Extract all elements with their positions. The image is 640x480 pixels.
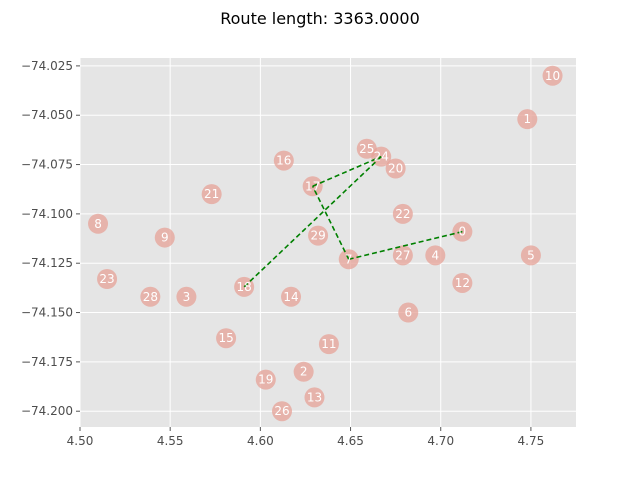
city-point-12	[452, 272, 473, 293]
x-axis: 4.50 4.55 4.60 4.65 4.70 4.75	[67, 427, 545, 448]
city-point-27	[392, 245, 413, 266]
city-label-5: 5	[527, 248, 535, 262]
city-point-10	[542, 65, 563, 86]
city-label-28: 28	[143, 290, 158, 304]
city-point-23	[97, 269, 118, 290]
city-label-29: 29	[310, 229, 325, 243]
city-label-16: 16	[276, 154, 291, 168]
city-label-2: 2	[300, 365, 308, 379]
plot-area	[80, 58, 576, 427]
city-label-10: 10	[545, 69, 560, 83]
city-label-17: 17	[305, 179, 320, 193]
city-label-3: 3	[183, 290, 191, 304]
x-tick-label: 4.75	[518, 434, 545, 448]
y-tick-label: −74.075	[21, 158, 73, 172]
city-label-26: 26	[274, 404, 289, 418]
city-point-15	[216, 328, 237, 349]
city-point-25	[356, 138, 377, 159]
y-tick-label: −74.050	[21, 108, 73, 122]
city-label-9: 9	[161, 231, 169, 245]
city-label-0: 0	[459, 225, 467, 239]
city-point-8	[88, 213, 109, 234]
route-segment	[312, 155, 382, 187]
city-point-20	[385, 158, 406, 179]
x-tick-label: 4.65	[337, 434, 364, 448]
city-point-22	[392, 203, 413, 224]
city-label-21: 21	[204, 187, 219, 201]
city-point-28	[140, 286, 161, 307]
city-point-18	[234, 276, 255, 297]
city-point-4	[425, 245, 446, 266]
y-tick-label: −74.125	[21, 256, 73, 270]
city-point-19	[255, 369, 276, 390]
city-label-7: 7	[345, 252, 353, 266]
city-point-26	[272, 401, 293, 422]
x-tick-label: 4.50	[67, 434, 94, 448]
city-label-12: 12	[455, 276, 470, 290]
y-tick-label: −74.150	[21, 306, 73, 320]
city-label-11: 11	[321, 337, 336, 351]
city-point-16	[273, 150, 294, 171]
city-label-27: 27	[395, 248, 410, 262]
city-label-23: 23	[99, 272, 114, 286]
city-label-8: 8	[94, 217, 102, 231]
y-tick-label: −74.200	[21, 404, 73, 418]
city-label-6: 6	[404, 306, 412, 320]
route-path	[243, 155, 463, 288]
city-label-18: 18	[236, 280, 251, 294]
city-point-29	[308, 225, 329, 246]
route-segment	[311, 185, 350, 260]
city-point-21	[201, 184, 222, 205]
city-label-14: 14	[283, 290, 298, 304]
city-label-19: 19	[258, 373, 273, 387]
city-label-1: 1	[523, 112, 531, 126]
y-tick-label: −74.100	[21, 207, 73, 221]
x-tick-label: 4.60	[247, 434, 274, 448]
city-points	[88, 65, 563, 422]
route-segment	[348, 230, 463, 261]
city-label-4: 4	[431, 248, 439, 262]
y-tick-label: −74.025	[21, 59, 73, 73]
city-label-25: 25	[359, 142, 374, 156]
city-point-9	[154, 227, 175, 248]
city-point-3	[176, 286, 197, 307]
city-point-11	[318, 334, 339, 355]
city-label-13: 13	[307, 390, 322, 404]
x-tick-label: 4.55	[157, 434, 184, 448]
city-point-2	[293, 361, 314, 382]
chart-title: Route length: 3363.0000	[220, 9, 420, 28]
y-tick-label: −74.175	[21, 355, 73, 369]
city-point-14	[281, 286, 302, 307]
city-point-13	[304, 387, 325, 408]
city-point-1	[517, 109, 538, 130]
city-label-22: 22	[395, 207, 410, 221]
city-label-20: 20	[388, 162, 403, 176]
x-tick-label: 4.70	[427, 434, 454, 448]
city-label-15: 15	[218, 331, 233, 345]
city-point-5	[520, 245, 541, 266]
city-point-6	[398, 302, 419, 323]
y-axis: −74.025 −74.050 −74.075 −74.100 −74.125 −74.1…	[21, 59, 80, 418]
city-label-24: 24	[374, 150, 389, 164]
